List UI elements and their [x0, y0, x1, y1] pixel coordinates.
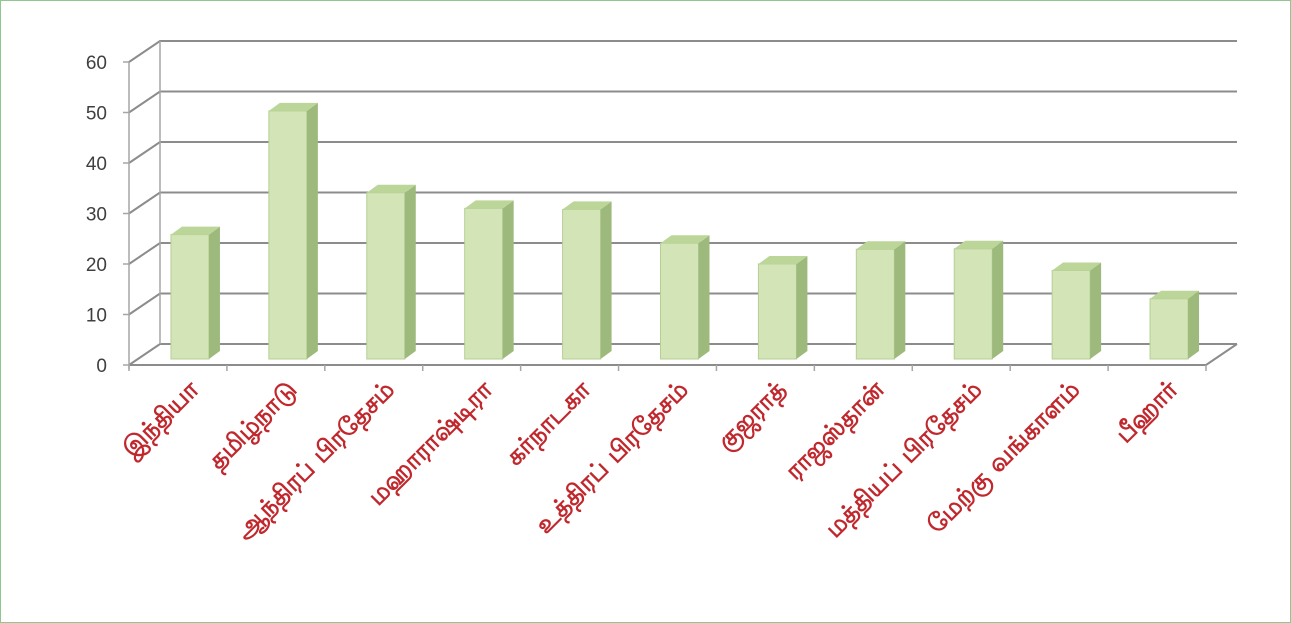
bar-side [1188, 290, 1200, 359]
bar-side [600, 201, 612, 359]
y-tick-label: 10 [86, 306, 107, 327]
bar-side [404, 184, 416, 359]
bar [170, 226, 220, 360]
bar-side [208, 226, 220, 359]
y-tick-label: 20 [86, 255, 107, 276]
bar [464, 200, 514, 360]
category-label: குஜராத் [711, 375, 794, 458]
bar-side [1090, 262, 1102, 359]
bar [366, 184, 416, 360]
bar-front [170, 234, 210, 360]
bar-front [1051, 270, 1091, 360]
y-tick-label: 30 [86, 205, 107, 226]
bar-top [954, 240, 1004, 249]
bar [1051, 262, 1102, 360]
bar-front [855, 248, 895, 360]
gridline [128, 40, 1237, 63]
bar-top [856, 241, 906, 250]
bar-side [698, 235, 710, 359]
bar-front [1149, 298, 1189, 360]
bar-front [757, 263, 797, 360]
bar-top [562, 201, 612, 210]
bar-top [464, 200, 514, 209]
bar-side [306, 102, 318, 360]
bar-top [758, 255, 808, 264]
category-label: பீஹார் [1109, 374, 1185, 450]
y-tick-label: 60 [86, 53, 107, 74]
bar-front [366, 192, 406, 360]
category-label: தமிழ்நாடு [202, 375, 304, 477]
bar-top [170, 226, 220, 235]
bar [757, 255, 808, 360]
y-tick-label: 40 [86, 154, 107, 175]
bar-front [953, 248, 993, 360]
bar-front [268, 110, 308, 360]
bars [170, 102, 1200, 360]
bar-top [268, 102, 318, 111]
bar-top [366, 184, 416, 193]
category-labels: இந்தியாதமிழ்நாடுஆந்திரப் பிரதேசம்மஹாராஷ்… [116, 374, 1186, 547]
bar-front [562, 208, 602, 360]
bar [953, 240, 1004, 360]
bar [1149, 290, 1200, 360]
bar-front [464, 207, 504, 360]
axes [128, 41, 161, 369]
bar-side [894, 241, 906, 359]
bar [660, 235, 710, 360]
bar-side [502, 200, 514, 359]
bar-side [992, 240, 1004, 359]
bar-side [796, 255, 808, 359]
bar-top [1150, 290, 1200, 299]
bar-front [660, 242, 699, 360]
y-tick-label: 0 [96, 356, 107, 377]
bar [562, 201, 612, 360]
bar-top [660, 235, 710, 244]
y-axis-ticks: 0 10 20 30 40 50 60 [86, 53, 1207, 377]
bar-top [1052, 262, 1102, 271]
y-tick-label: 50 [86, 104, 107, 125]
category-label: கர்நாடகா [500, 374, 599, 473]
bar [855, 241, 906, 360]
bar [268, 102, 318, 360]
category-label: இந்தியா [116, 374, 207, 465]
